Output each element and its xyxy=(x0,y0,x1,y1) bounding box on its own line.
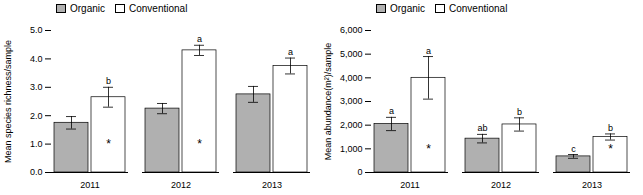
html-text:Conventional: Conventional xyxy=(129,2,188,14)
svg-text:2012: 2012 xyxy=(171,180,191,190)
svg-text:*: * xyxy=(608,142,613,156)
svg-text:2011: 2011 xyxy=(80,180,99,190)
svg-text:2013: 2013 xyxy=(582,180,602,190)
svg-text:ab: ab xyxy=(477,123,487,133)
svg-text:3,000: 3,000 xyxy=(340,96,363,106)
svg-text:b: b xyxy=(608,123,613,133)
svg-text:Mean abundance(m²)/sample: Mean abundance(m²)/sample xyxy=(323,43,333,161)
svg-text:2012: 2012 xyxy=(491,180,511,190)
svg-text:1,000: 1,000 xyxy=(340,144,363,154)
svg-text:1.0: 1.0 xyxy=(30,139,43,149)
svg-text:5,000: 5,000 xyxy=(340,49,363,59)
html-text:Organic: Organic xyxy=(390,2,425,14)
svg-text:0.0: 0.0 xyxy=(30,167,43,177)
svg-text:2,000: 2,000 xyxy=(340,120,363,130)
svg-text:3.0: 3.0 xyxy=(30,82,43,92)
svg-text:2013: 2013 xyxy=(262,180,282,190)
svg-text:a: a xyxy=(426,46,431,56)
svg-text:*: * xyxy=(106,137,111,151)
svg-text:Mean species richness/sample: Mean species richness/sample xyxy=(3,40,13,163)
svg-text:b: b xyxy=(106,76,111,86)
svg-text:6,000: 6,000 xyxy=(340,25,363,35)
svg-text:0: 0 xyxy=(357,167,362,177)
svg-text:a: a xyxy=(288,47,293,57)
svg-text:*: * xyxy=(197,137,202,151)
svg-text:c: c xyxy=(571,144,576,154)
svg-text:4,000: 4,000 xyxy=(340,73,363,83)
svg-text:5.0: 5.0 xyxy=(30,25,43,35)
html-text:Conventional: Conventional xyxy=(449,2,508,14)
svg-text:a: a xyxy=(197,34,202,44)
svg-text:a: a xyxy=(389,106,394,116)
svg-text:2.0: 2.0 xyxy=(30,111,43,121)
html-text:Organic: Organic xyxy=(70,2,105,14)
svg-text:b: b xyxy=(517,107,522,117)
svg-text:2011: 2011 xyxy=(400,180,419,190)
svg-text:*: * xyxy=(426,142,431,156)
svg-text:4.0: 4.0 xyxy=(30,54,43,64)
